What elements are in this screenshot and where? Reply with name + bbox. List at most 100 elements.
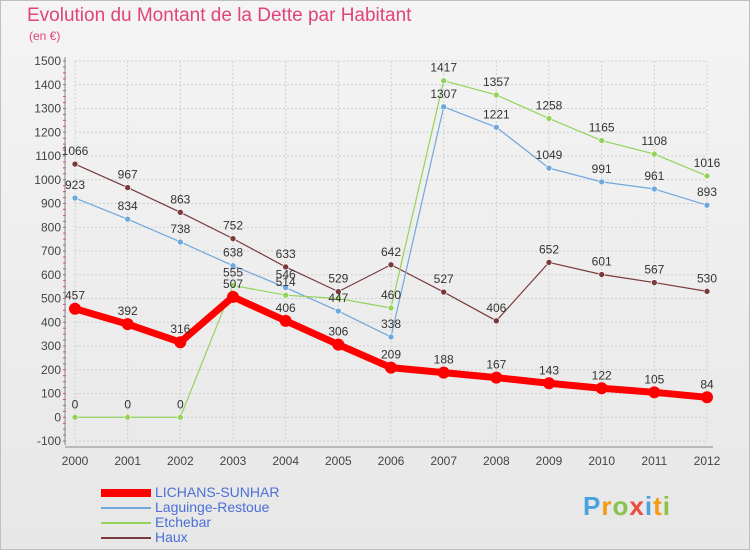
data-point [387,333,395,341]
data-point [282,291,289,299]
y-tick-label: 200 [41,363,61,377]
data-label: 967 [118,168,138,182]
x-tick-label: 2001 [114,454,141,468]
logo-letter: t [653,491,663,521]
data-label: 1357 [483,75,510,89]
legend-item-haux: Haux [101,530,279,545]
data-point [543,377,555,390]
x-tick-label: 2010 [588,454,615,468]
data-point [437,366,450,379]
x-tick-label: 2007 [430,454,457,468]
data-label: 529 [328,272,348,286]
data-label: 527 [434,272,454,286]
x-tick-label: 2002 [167,454,194,468]
data-point [385,361,397,374]
data-point [651,185,658,193]
data-label: 447 [328,291,348,305]
data-label: 642 [381,245,401,259]
data-label: 0 [72,397,79,411]
data-point [227,290,239,303]
chart-subtitle: (en €) [29,29,61,43]
data-label: 1049 [536,148,563,162]
data-point [177,208,184,216]
data-label: 1258 [536,98,563,112]
y-tick-label: 800 [41,220,61,234]
data-label: 105 [644,372,664,386]
data-label: 555 [223,265,243,279]
data-point [701,391,713,404]
y-tick-label: 400 [41,315,61,329]
data-label: 167 [486,358,506,372]
data-label: 652 [539,242,559,256]
data-point [703,172,711,180]
data-label: 188 [434,353,454,367]
data-point [651,279,658,286]
legend-item-etchebar: Etchebar [101,515,279,530]
data-label: 406 [276,301,296,315]
data-point [124,215,131,223]
data-point [279,314,292,327]
logo-letter: x [629,491,645,521]
data-point [71,413,79,421]
data-point [229,282,237,289]
data-point [177,238,184,246]
data-label: 0 [177,397,184,411]
data-point [545,164,553,172]
data-point [493,91,500,99]
data-point [174,336,187,349]
data-point [440,288,447,296]
data-label: 567 [644,263,664,277]
data-label: 0 [124,397,131,411]
legend-swatch [101,536,151,539]
data-label: 406 [486,301,506,315]
data-point [545,115,553,122]
y-tick-label: 700 [41,244,61,258]
data-label: 143 [539,363,559,377]
data-point [282,263,289,271]
x-tick-label: 2004 [272,454,299,468]
legend-item-laguinge: Laguinge-Restoue [101,500,279,515]
logo-letter: i [644,491,654,521]
data-label: 316 [170,322,190,336]
data-label: 122 [592,368,612,382]
data-label: 834 [118,199,138,213]
chart-legend: LICHANS-SUNHAR Laguinge-Restoue Etchebar… [101,485,279,545]
data-label: 752 [223,219,243,233]
data-label: 1066 [62,144,89,158]
data-label: 863 [170,192,190,206]
data-label: 514 [276,275,296,289]
legend-item-lichans: LICHANS-SUNHAR [101,485,279,500]
data-point [282,284,289,291]
data-point [229,262,237,270]
x-tick-label: 2008 [483,454,510,468]
data-label: 601 [592,255,612,269]
x-tick-label: 2012 [694,454,721,468]
data-label: 893 [697,185,717,199]
y-tick-label: 900 [41,197,61,211]
data-point [440,77,447,85]
legend-swatch [101,506,151,509]
legend-swatch [101,488,151,497]
y-tick-label: 0 [54,410,61,424]
y-tick-label: 100 [41,387,61,401]
logo-letter: i [662,491,671,521]
y-tick-label: 500 [41,292,61,306]
y-tick-label: 1200 [34,125,61,139]
legend-label: Etchebar [155,514,212,530]
x-tick-label: 2005 [325,454,352,468]
data-point [387,304,395,312]
data-label: 507 [223,277,243,291]
data-label: 738 [170,222,190,236]
data-point [490,371,503,384]
legend-swatch [101,521,151,524]
data-point [335,307,342,315]
y-tick-label: 1400 [34,78,61,92]
x-tick-label: 2003 [220,454,247,468]
data-point [493,123,500,131]
x-tick-label: 2006 [378,454,405,468]
data-label: 209 [381,348,401,362]
data-point [121,318,134,331]
data-point [335,295,342,302]
data-label: 633 [276,247,296,261]
